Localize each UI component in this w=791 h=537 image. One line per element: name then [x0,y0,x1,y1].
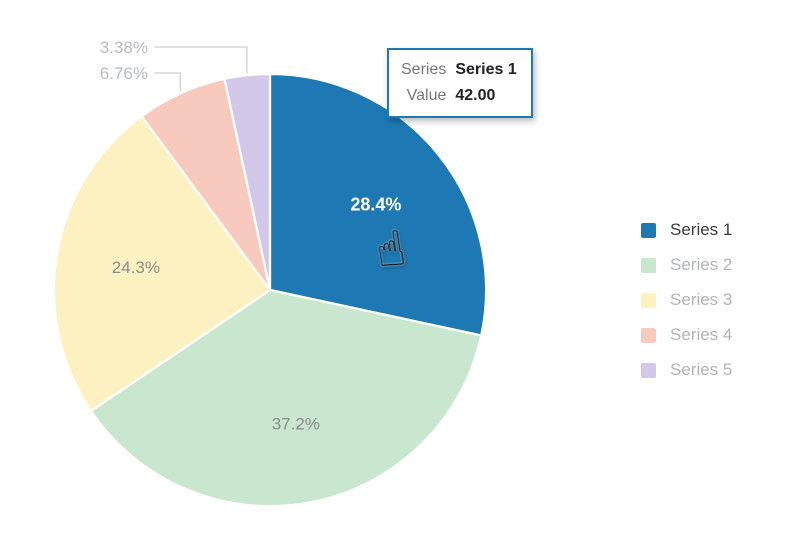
slice-percent-label: 28.4% [350,195,401,215]
legend-label: Series 2 [670,255,733,274]
legend-item-series-1[interactable]: Series 1 [641,219,732,241]
tooltip-value-value: 42.00 [455,87,496,104]
tooltip: Series Series 1 Value 42.00 [387,48,533,118]
pie-slice-series-3[interactable] [52,115,272,413]
legend-item-series-3[interactable]: Series 3 [641,289,732,311]
pie-slice-series-1[interactable] [268,72,488,337]
tooltip-value-label: Value [406,87,447,104]
legend-label: Series 4 [670,325,733,344]
legend-swatch-icon [641,362,656,378]
legend-label: Series 3 [670,290,733,309]
legend-swatch-icon [641,222,656,238]
label-leader-line [154,46,248,74]
legend-swatch-icon [641,257,656,273]
legend-swatch-icon [641,292,656,308]
legend-label: Series 1 [670,220,733,239]
slice-percent-label: 6.76% [100,64,148,83]
label-leader-line [154,72,181,92]
tooltip-series-label: Series [401,61,447,78]
legend-label: Series 5 [670,360,733,379]
legend-item-series-4[interactable]: Series 4 [641,324,732,346]
tooltip-series-value: Series 1 [455,61,517,78]
legend-item-series-2[interactable]: Series 2 [641,254,732,276]
slice-percent-label: 37.2% [272,415,320,434]
legend: Series 1 Series 2 Series 3 Series 4 Seri… [641,219,732,394]
legend-item-series-5[interactable]: Series 5 [641,359,732,381]
pie-slice-series-2[interactable] [89,288,483,508]
slice-percent-label: 24.3% [112,258,160,277]
pie-slice-series-5[interactable] [223,72,272,292]
slice-percent-label: 3.38% [100,38,148,57]
legend-swatch-icon [641,327,656,343]
